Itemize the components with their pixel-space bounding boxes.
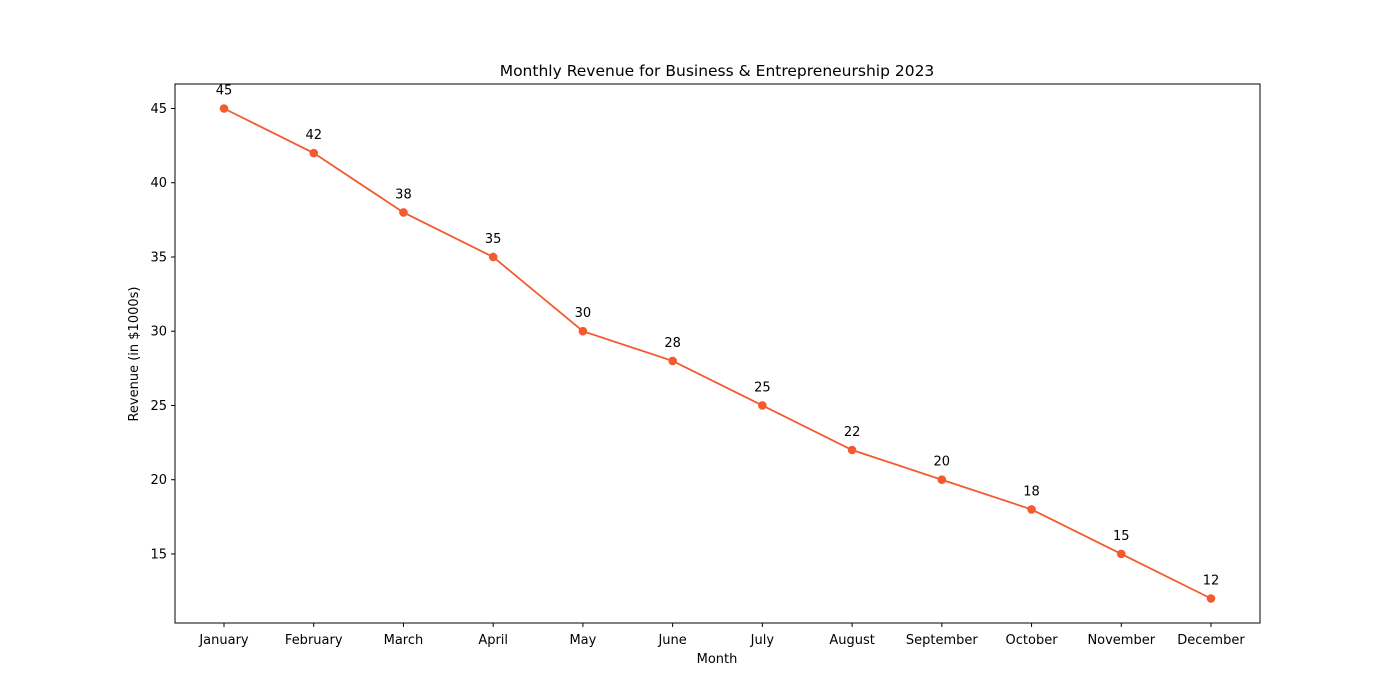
data-label: 30 <box>575 306 592 321</box>
x-tick-label: June <box>657 633 686 648</box>
y-tick-label: 25 <box>150 399 167 414</box>
plot-area: 15 20 25 30 35 40 45 January February March April M… <box>150 83 1261 648</box>
data-point <box>1027 505 1036 514</box>
data-point <box>847 445 857 455</box>
y-tick-label: 15 <box>150 547 167 562</box>
series-line <box>223 107 1212 600</box>
data-label: 22 <box>844 425 861 440</box>
x-tick-label: February <box>285 633 343 648</box>
y-tick-label: 45 <box>150 102 167 117</box>
data-point <box>937 475 947 485</box>
y-tick-label: 35 <box>150 250 167 265</box>
data-point <box>399 208 408 217</box>
data-label: 18 <box>1023 484 1040 499</box>
x-tick-label: October <box>1006 633 1059 648</box>
data-point <box>578 326 588 336</box>
data-point <box>219 104 229 113</box>
data-label: 35 <box>485 232 502 247</box>
data-label: 45 <box>216 84 233 99</box>
data-label: 42 <box>305 128 322 143</box>
data-label: 28 <box>664 336 681 351</box>
x-tick-label: December <box>1177 633 1245 648</box>
y-axis-label: Revenue (in $1000s) <box>127 286 142 421</box>
data-label: 38 <box>395 187 412 202</box>
data-point <box>758 401 767 410</box>
data-label: 25 <box>754 380 771 395</box>
data-point <box>309 148 319 158</box>
data-point <box>668 356 677 366</box>
x-tick-label: November <box>1087 633 1155 648</box>
data-label: 20 <box>934 455 951 470</box>
x-tick-label: July <box>750 633 775 648</box>
x-tick-label: September <box>906 633 979 648</box>
chart-title: Monthly Revenue for Business & Entrepren… <box>500 62 935 80</box>
data-point <box>1116 549 1126 559</box>
x-tick-label: May <box>569 633 596 648</box>
x-tick-label: January <box>198 633 249 648</box>
x-tick-label: April <box>478 633 508 648</box>
y-tick-label: 40 <box>150 176 167 191</box>
y-tick-label: 20 <box>150 473 167 488</box>
x-axis-label: Month <box>697 652 738 667</box>
y-tick-label: 30 <box>150 325 167 340</box>
data-point <box>488 252 498 262</box>
data-point <box>1206 594 1216 603</box>
x-tick-label: August <box>829 633 875 648</box>
data-label: 15 <box>1113 529 1130 544</box>
x-tick-label: March <box>384 633 424 648</box>
axes-frame <box>174 83 1261 624</box>
data-label: 12 <box>1203 574 1220 589</box>
